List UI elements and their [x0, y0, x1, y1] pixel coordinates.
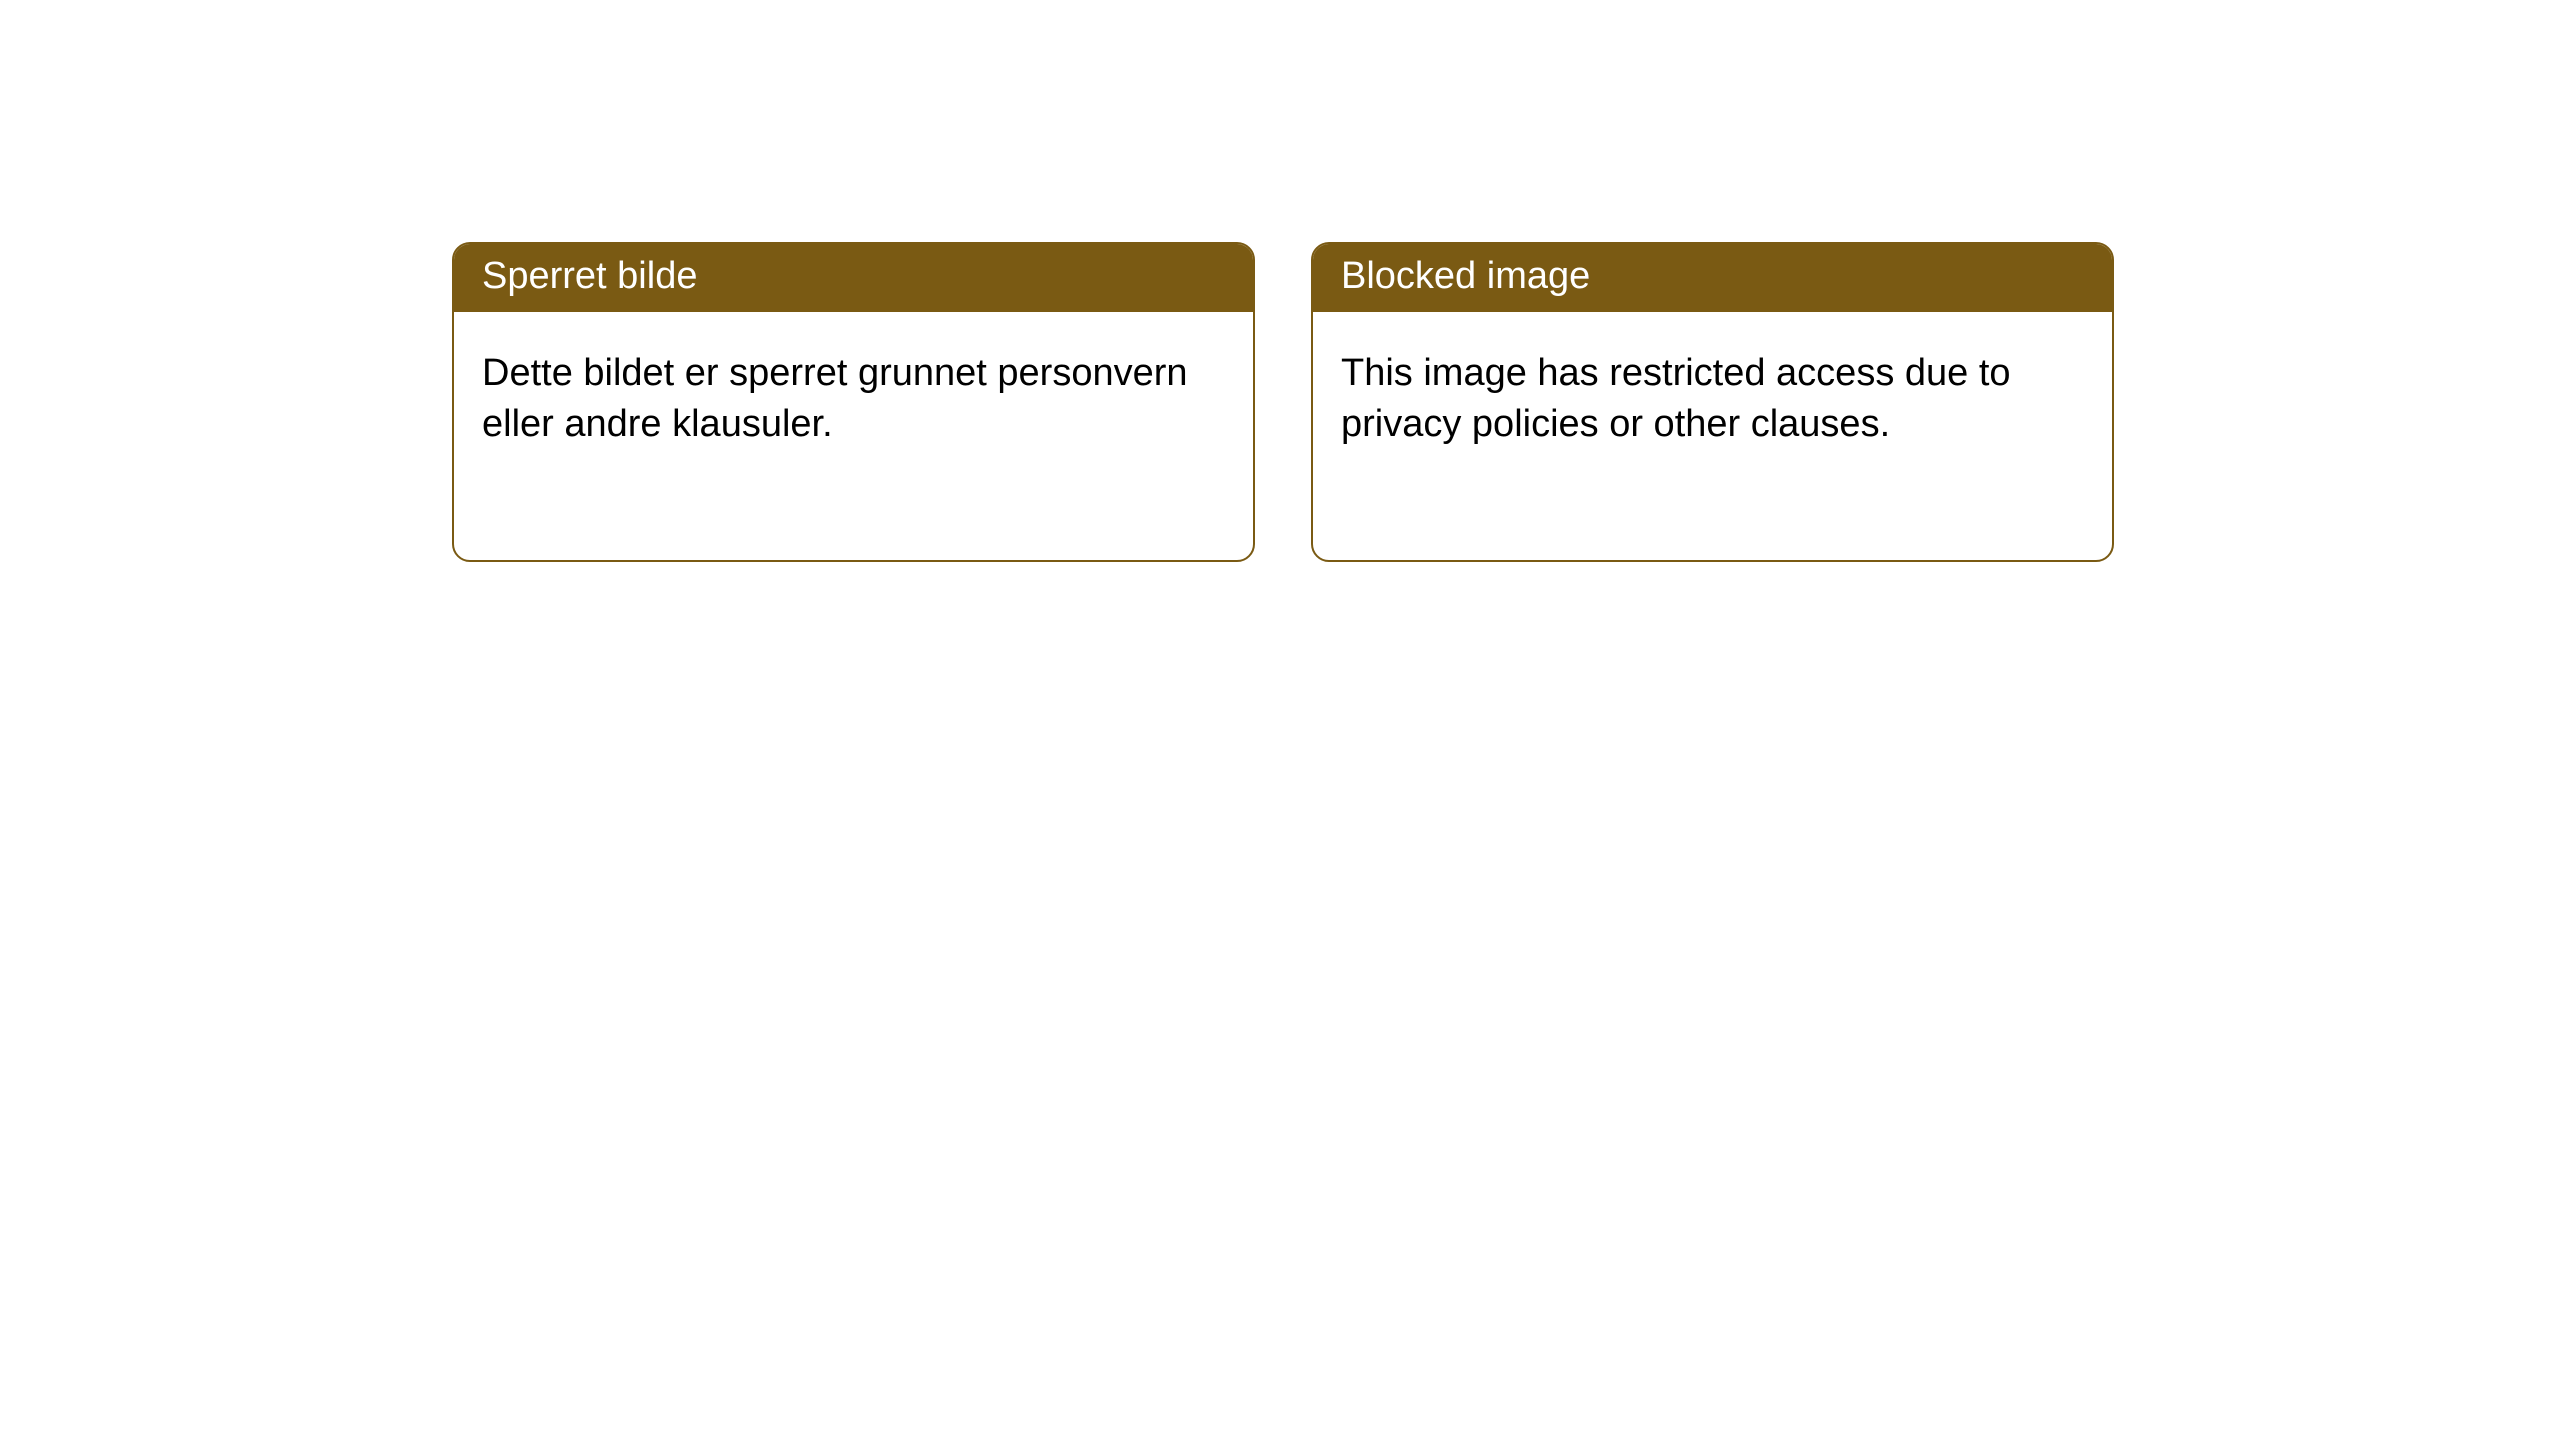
notice-container: Sperret bilde Dette bildet er sperret gr…	[0, 0, 2560, 562]
notice-body: This image has restricted access due to …	[1313, 312, 2112, 509]
notice-body: Dette bildet er sperret grunnet personve…	[454, 312, 1253, 561]
notice-card-norwegian: Sperret bilde Dette bildet er sperret gr…	[452, 242, 1255, 562]
notice-header: Blocked image	[1313, 244, 2112, 312]
notice-header: Sperret bilde	[454, 244, 1253, 312]
notice-card-english: Blocked image This image has restricted …	[1311, 242, 2114, 562]
